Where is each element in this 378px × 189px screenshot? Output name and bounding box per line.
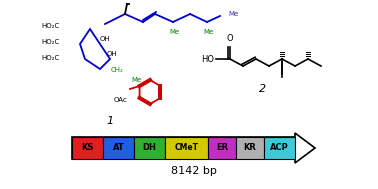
- Bar: [103, 137, 134, 159]
- Text: 8142 bp: 8142 bp: [170, 166, 217, 176]
- Text: OH: OH: [107, 51, 118, 57]
- Bar: [165, 137, 208, 159]
- Text: 2: 2: [259, 84, 266, 94]
- Text: AT: AT: [113, 143, 124, 153]
- Text: ACP: ACP: [270, 143, 289, 153]
- Bar: [72, 137, 295, 159]
- Text: KR: KR: [244, 143, 257, 153]
- Text: HO₂C: HO₂C: [42, 23, 60, 29]
- Bar: [236, 137, 264, 159]
- Bar: [208, 137, 236, 159]
- Text: HO: HO: [201, 54, 214, 64]
- Text: KS: KS: [81, 143, 94, 153]
- Text: 1: 1: [107, 116, 113, 126]
- Bar: [264, 137, 295, 159]
- Polygon shape: [295, 133, 315, 163]
- Text: DH: DH: [143, 143, 156, 153]
- Text: OH: OH: [100, 36, 111, 42]
- Text: O: O: [227, 34, 233, 43]
- Bar: [72, 137, 103, 159]
- Text: Me: Me: [170, 29, 180, 35]
- Text: CMeT: CMeT: [175, 143, 198, 153]
- Text: HO₂C: HO₂C: [42, 39, 60, 45]
- Text: CH₂: CH₂: [110, 67, 124, 73]
- Text: Me: Me: [132, 77, 142, 83]
- Text: ER: ER: [216, 143, 228, 153]
- Text: Me: Me: [204, 29, 214, 35]
- Text: HO₂C: HO₂C: [42, 55, 60, 61]
- Text: OAc: OAc: [113, 97, 127, 103]
- Bar: [134, 137, 165, 159]
- Text: Me: Me: [228, 11, 238, 17]
